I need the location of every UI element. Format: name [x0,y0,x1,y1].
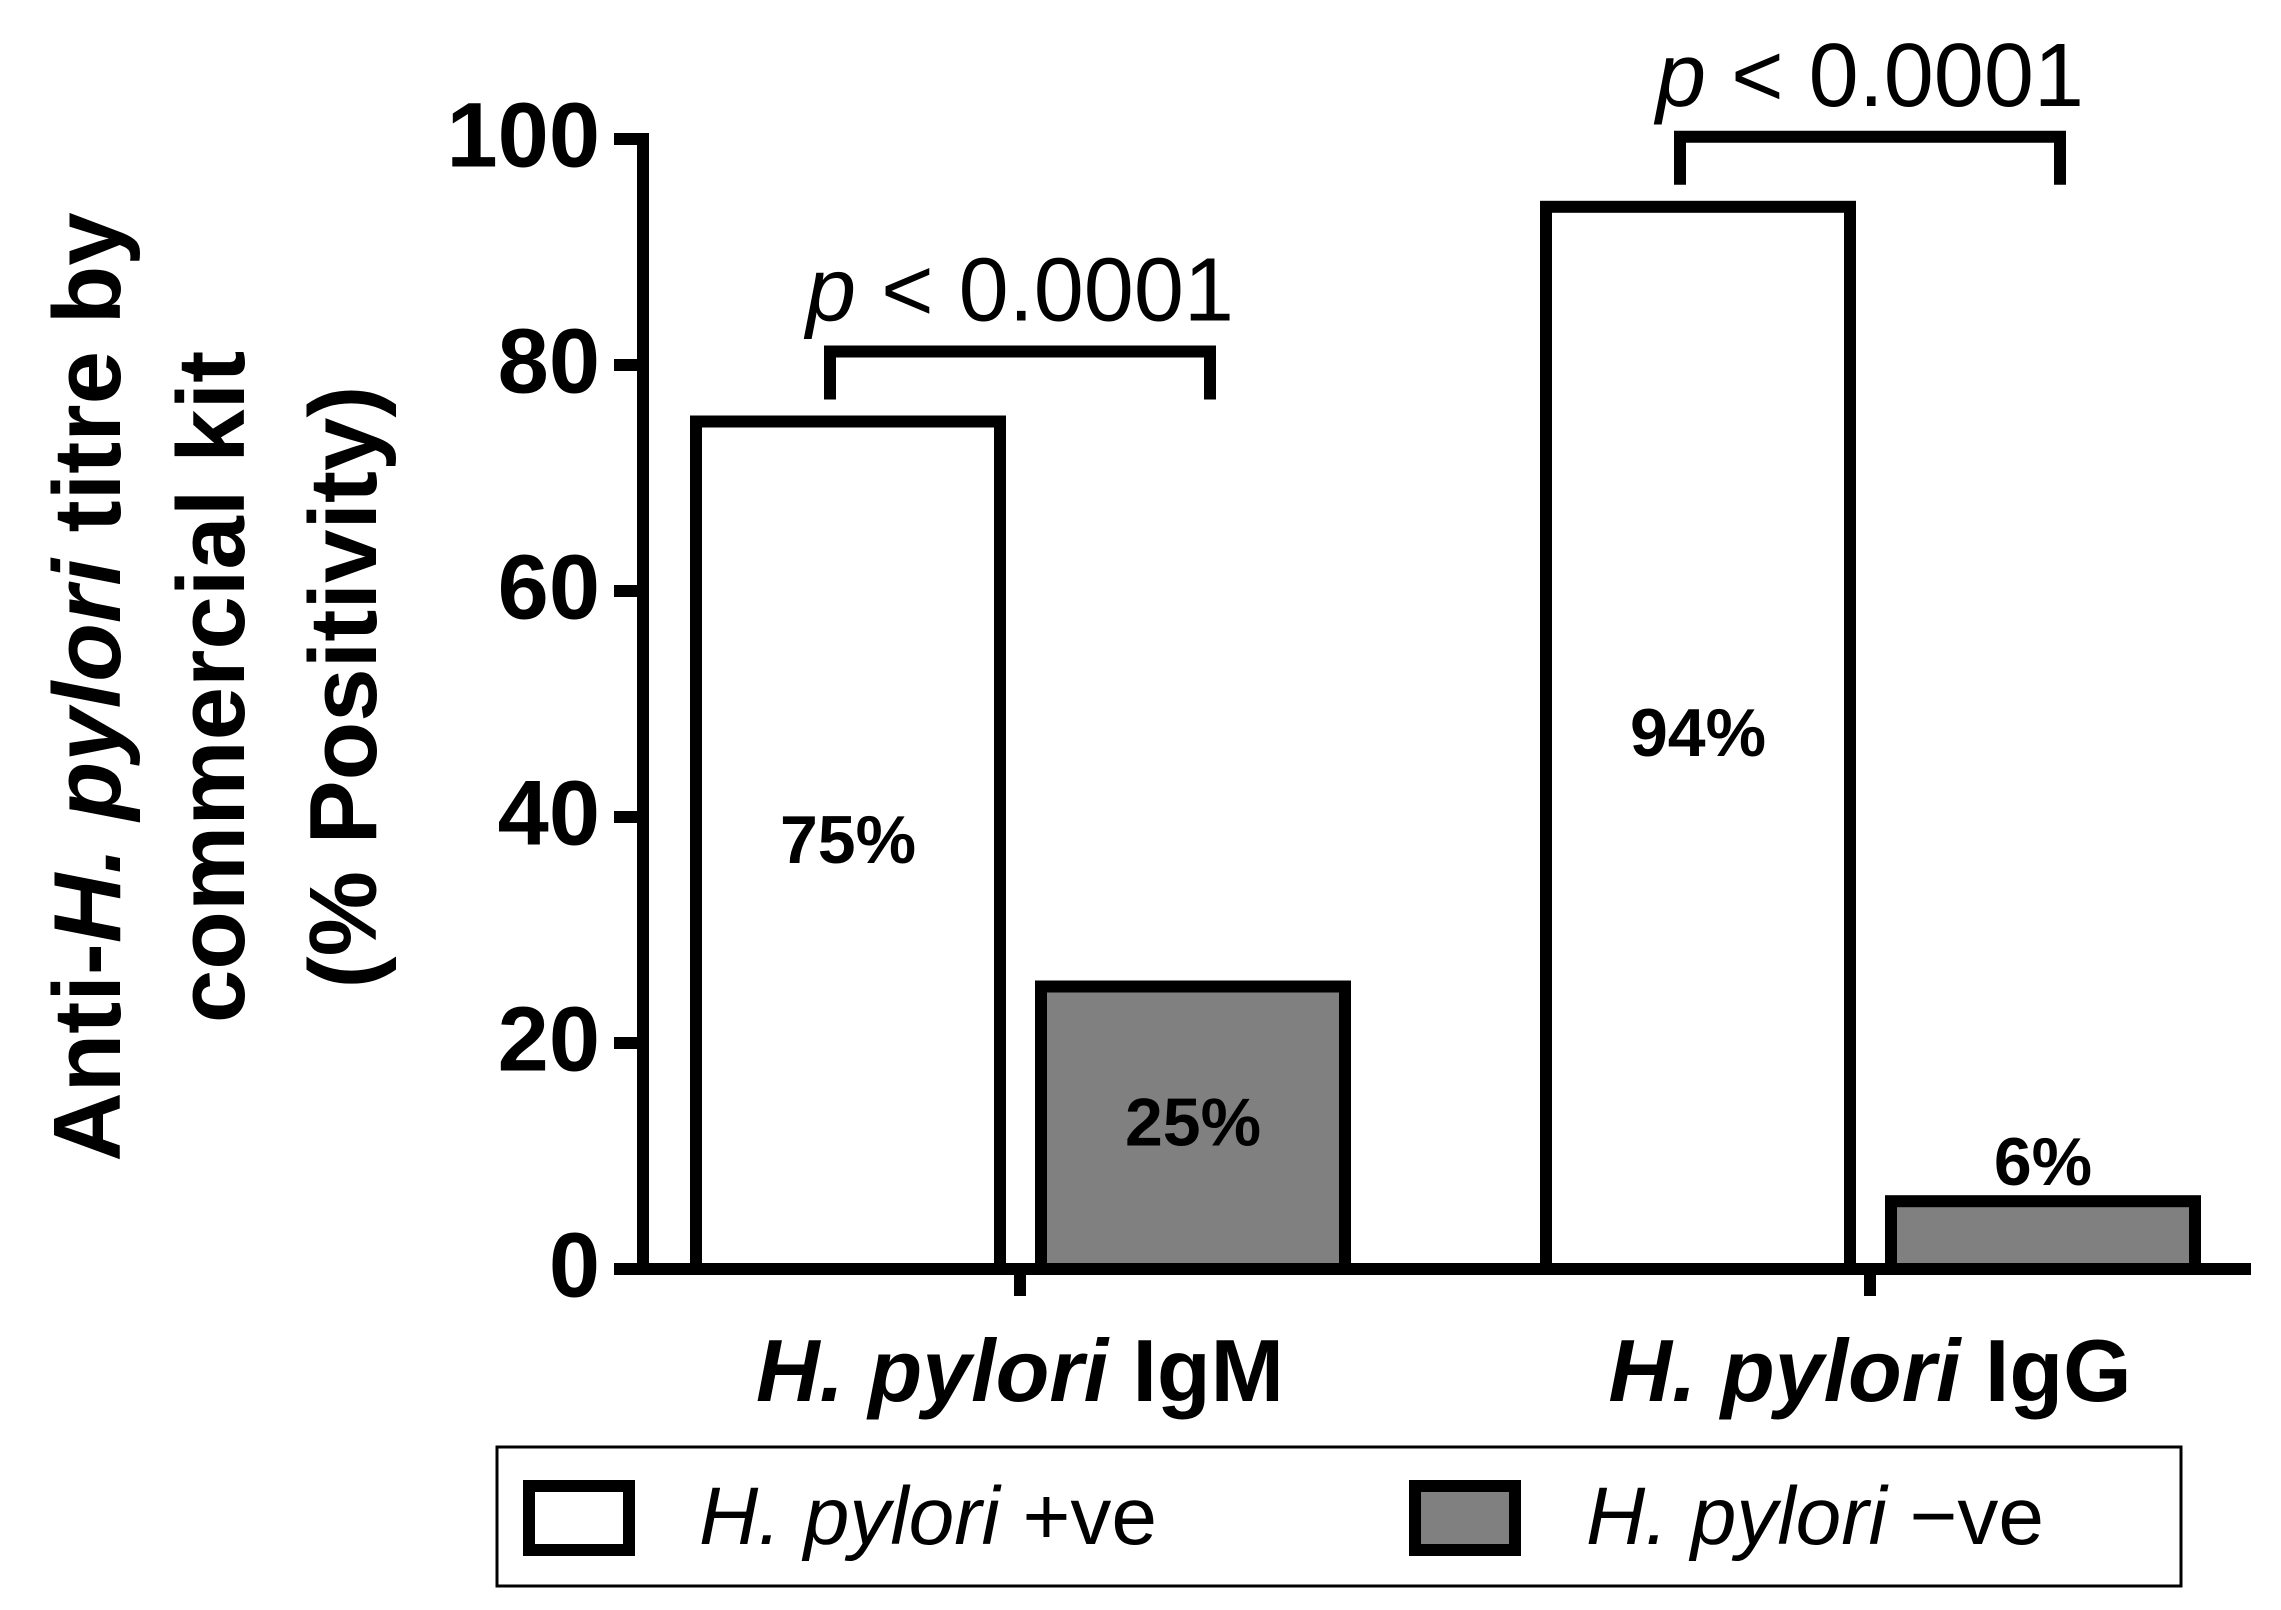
y-axis-label-part: (% Positivity) [290,386,397,989]
y-tick-label: 60 [498,536,600,638]
bar [1885,1195,2201,1275]
value-label: 6% [1994,1124,2092,1200]
legend-label: H. pylori −ve [1586,1471,2044,1562]
y-axis-label: Anti-H. pylori titre by [34,212,141,1161]
significance-label: p < 0.0001 [803,240,1234,340]
y-tick-label: 100 [447,84,601,186]
y-axis-label-part: commercial kit [158,351,265,1023]
significance-label: p < 0.0001 [1653,26,2084,126]
legend-swatch [1409,1480,1521,1556]
x-tick-label: H. pylori IgG [1608,1321,2131,1420]
y-axis-label-part: Anti- [34,943,141,1162]
y-tick-label: 40 [498,762,600,864]
y-tick-label: 80 [498,310,600,412]
bar [1035,980,1351,1275]
y-tick-label: 0 [549,1214,600,1316]
bar [1540,200,1856,1275]
legend-box [495,1445,2183,1588]
bar [690,415,1006,1275]
value-label: 25% [1125,1085,1261,1161]
y-tick-label: 20 [498,988,600,1090]
y-axis-label: (% Positivity) [290,386,397,989]
legend-label: H. pylori +ve [699,1471,1157,1562]
legend-swatch [523,1480,635,1556]
y-axis-label: commercial kit [158,351,265,1023]
y-axis-label-part: titre by [34,212,141,559]
significance-bracket [1674,130,2066,185]
value-label: 75% [780,802,916,878]
x-tick-label: H. pylori IgM [756,1321,1284,1420]
value-label: 94% [1630,695,1766,771]
significance-bracket [824,345,1216,400]
y-axis-label-part: H. pylori [34,557,141,943]
